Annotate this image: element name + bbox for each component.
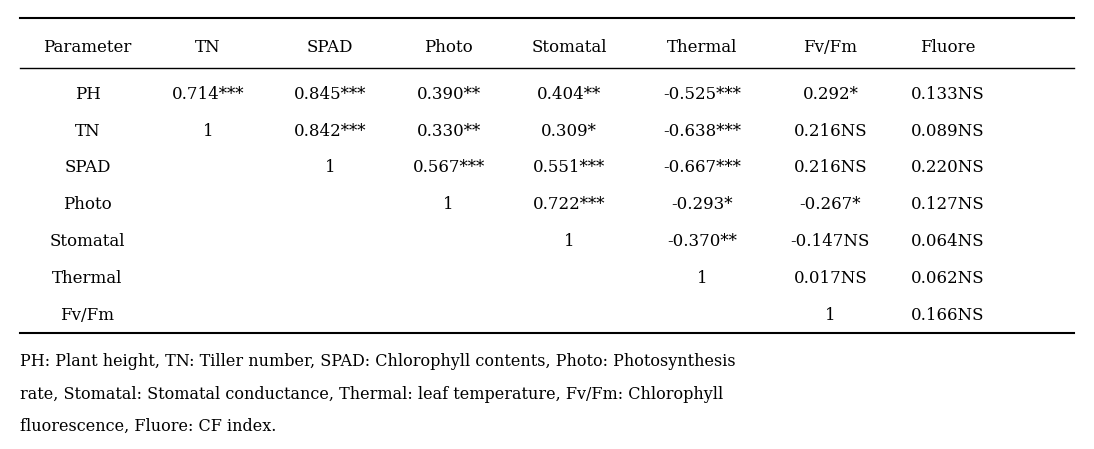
Text: rate, Stomatal: Stomatal conductance, Thermal: leaf temperature, Fv/Fm: Chloroph: rate, Stomatal: Stomatal conductance, Th… xyxy=(20,386,723,403)
Text: Stomatal: Stomatal xyxy=(531,39,607,56)
Text: 0.017NS: 0.017NS xyxy=(793,270,868,287)
Text: Fv/Fm: Fv/Fm xyxy=(803,39,858,56)
Text: 0.089NS: 0.089NS xyxy=(910,123,985,140)
Text: 0.216NS: 0.216NS xyxy=(793,123,868,140)
Text: 0.842***: 0.842*** xyxy=(293,123,366,140)
Text: PH: Plant height, TN: Tiller number, SPAD: Chlorophyll contents, Photo: Photosyn: PH: Plant height, TN: Tiller number, SPA… xyxy=(20,353,735,370)
Text: Photo: Photo xyxy=(63,196,112,213)
Text: Fluore: Fluore xyxy=(920,39,975,56)
Text: -0.293*: -0.293* xyxy=(672,196,733,213)
Text: SPAD: SPAD xyxy=(65,159,110,176)
Text: Thermal: Thermal xyxy=(53,270,123,287)
Text: 0.722***: 0.722*** xyxy=(533,196,605,213)
Text: 0.127NS: 0.127NS xyxy=(910,196,985,213)
Text: -0.370**: -0.370** xyxy=(667,233,737,250)
Text: 0.133NS: 0.133NS xyxy=(910,86,985,103)
Text: Thermal: Thermal xyxy=(667,39,737,56)
Text: 1: 1 xyxy=(825,307,836,324)
Text: 0.062NS: 0.062NS xyxy=(910,270,985,287)
Text: 0.551***: 0.551*** xyxy=(533,159,605,176)
Text: 0.390**: 0.390** xyxy=(417,86,480,103)
Text: 0.309*: 0.309* xyxy=(540,123,597,140)
Text: 0.220NS: 0.220NS xyxy=(910,159,985,176)
Text: PH: PH xyxy=(74,86,101,103)
Text: 0.845***: 0.845*** xyxy=(293,86,366,103)
Text: 1: 1 xyxy=(443,196,454,213)
Text: Fv/Fm: Fv/Fm xyxy=(60,307,115,324)
Text: 0.166NS: 0.166NS xyxy=(910,307,985,324)
Text: 1: 1 xyxy=(563,233,574,250)
Text: 1: 1 xyxy=(325,159,335,176)
Text: -0.638***: -0.638*** xyxy=(663,123,742,140)
Text: Photo: Photo xyxy=(424,39,473,56)
Text: 0.064NS: 0.064NS xyxy=(910,233,985,250)
Text: Parameter: Parameter xyxy=(44,39,131,56)
Text: 0.714***: 0.714*** xyxy=(172,86,244,103)
Text: -0.267*: -0.267* xyxy=(800,196,861,213)
Text: -0.147NS: -0.147NS xyxy=(791,233,870,250)
Text: -0.525***: -0.525*** xyxy=(663,86,742,103)
Text: -0.667***: -0.667*** xyxy=(663,159,742,176)
Text: 0.404**: 0.404** xyxy=(537,86,601,103)
Text: 0.292*: 0.292* xyxy=(802,86,859,103)
Text: 0.216NS: 0.216NS xyxy=(793,159,868,176)
Text: 1: 1 xyxy=(697,270,708,287)
Text: TN: TN xyxy=(195,39,221,56)
Text: TN: TN xyxy=(74,123,101,140)
Text: 0.567***: 0.567*** xyxy=(412,159,485,176)
Text: SPAD: SPAD xyxy=(306,39,353,56)
Text: 0.330**: 0.330** xyxy=(417,123,480,140)
Text: 1: 1 xyxy=(202,123,213,140)
Text: fluorescence, Fluore: CF index.: fluorescence, Fluore: CF index. xyxy=(20,418,276,435)
Text: Stomatal: Stomatal xyxy=(49,233,126,250)
